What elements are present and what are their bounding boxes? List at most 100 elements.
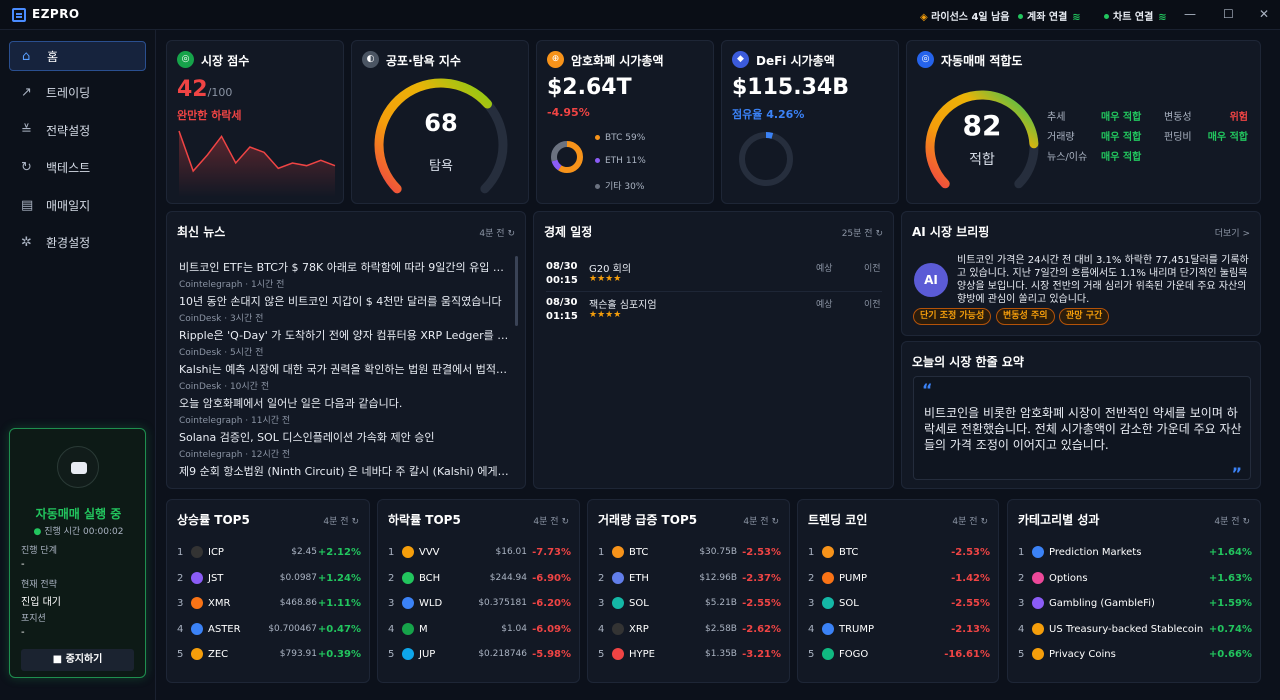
volatility-label: 변동성 (1164, 112, 1192, 123)
importance-stars: ★★★★ (589, 274, 622, 284)
news-card: 최신 뉴스 4분 전 ↻ 비트코인 ETF는 BTC가 $ 78K 아래로 하락… (166, 211, 526, 489)
rank-number: 2 (388, 572, 395, 584)
coin-icon (191, 597, 203, 609)
news-item[interactable]: 오늘 암호화폐에서 일어난 일은 다음과 같습니다. Cointelegraph … (179, 397, 403, 426)
market-score-value: 42/100 (177, 77, 233, 102)
stage-value: - (21, 559, 25, 570)
refresh-icon: ↻ (875, 229, 883, 239)
news-issue-label: 뉴스/이슈 (1047, 152, 1088, 163)
rank-number: 3 (598, 598, 605, 609)
coin-icon (402, 648, 414, 660)
coin-icon (1032, 622, 1044, 635)
news-item[interactable]: Solana 검증인, SOL 디스인플레이션 가속화 제안 승인 Cointel… (179, 431, 435, 460)
trending-updated[interactable]: 4분 전 ↻ (952, 517, 988, 527)
stop-button[interactable]: ■ 중지하기 (21, 649, 134, 671)
categories-updated[interactable]: 4분 전 ↻ (1214, 517, 1250, 527)
ranking-row[interactable]: 3 SOL -2.55% (808, 596, 990, 614)
fear-greed-card: ◐ 공포·탐욕 지수 68 탐욕 (351, 40, 529, 204)
coin-icon (822, 648, 834, 660)
ranking-row[interactable]: 1 BTC $30.75B -2.53% (598, 545, 781, 563)
ranking-row[interactable]: 2 ETH $12.96B -2.37% (598, 571, 781, 589)
ranking-row[interactable]: 2 JST $0.0987 +1.24% (177, 571, 361, 589)
ranking-row[interactable]: 5 HYPE $1.35B -3.21% (598, 647, 781, 665)
sidebar-item-strategy[interactable]: ≚ 전략설정 (9, 116, 146, 146)
ranking-row[interactable]: 2 PUMP -1.42% (808, 571, 990, 589)
ranking-row[interactable]: 1 VVV $16.01 -7.73% (388, 545, 571, 563)
ranking-row[interactable]: 3 Gambling (GambleFi) +1.59% (1018, 596, 1252, 614)
crypto-cap-change: -4.95% (547, 106, 590, 119)
change-percent: -2.55% (951, 598, 990, 609)
rank-number: 4 (808, 623, 815, 635)
coin-icon (612, 546, 624, 558)
ranking-row[interactable]: 3 XMR $468.86 +1.11% (177, 596, 361, 614)
importance-stars: ★★★★ (589, 310, 622, 320)
sidebar-item-backtest[interactable]: ↻ 백테스트 (9, 153, 146, 183)
elapsed-time: ● 진행 시간 00:00:02 (33, 527, 124, 537)
chart-line-icon: ↗ (21, 85, 32, 100)
ranking-row[interactable]: 4 XRP $2.58B -2.62% (598, 622, 781, 640)
ai-briefing-card: AI 시장 브리핑 더보기 > AI 비트코인 가격은 24시간 전 대비 3.… (901, 211, 1261, 336)
rank-number: 2 (1018, 572, 1025, 584)
ranking-row[interactable]: 3 WLD $0.375181 -6.20% (388, 596, 571, 614)
ranking-row[interactable]: 1 BTC -2.53% (808, 545, 990, 563)
ranking-row[interactable]: 5 ZEC $793.91 +0.39% (177, 647, 361, 665)
ranking-row[interactable]: 2 BCH $244.94 -6.90% (388, 571, 571, 589)
defi-cap-value: $115.34B (732, 75, 849, 100)
more-link[interactable]: 더보기 > (1214, 229, 1250, 239)
ranking-row[interactable]: 4 TRUMP -2.13% (808, 622, 990, 640)
coin-name: JUP (419, 649, 436, 660)
losers-updated[interactable]: 4분 전 ↻ (533, 517, 569, 527)
ranking-row[interactable]: 5 FOGO -16.61% (808, 647, 990, 665)
change-percent: +1.64% (1208, 547, 1252, 558)
change-percent: +1.24% (317, 572, 361, 584)
maximize-icon[interactable]: ☐ (1223, 7, 1234, 21)
ranking-row[interactable]: 3 SOL $5.21B -2.55% (598, 596, 781, 614)
change-percent: -2.37% (742, 572, 781, 584)
sidebar-item-journal[interactable]: ▤ 매매일지 (9, 191, 146, 221)
ranking-row[interactable]: 1 ICP $2.45 +2.12% (177, 545, 361, 563)
coin-name: PUMP (839, 572, 868, 584)
news-item[interactable]: Kalshi는 예측 시장에 대한 국가 권력을 확인하는 법원 판결에서 법적… (179, 363, 509, 392)
gainers-updated[interactable]: 4분 전 ↻ (323, 517, 359, 527)
news-item[interactable]: 제9 순회 항소법원 (Ninth Circuit) 은 네바다 주 칼시 (K… (179, 465, 509, 478)
trending-card: 트렌딩 코인 4분 전 ↻ 1 BTC -2.53% 2 PUMP -1.42% 3 SOL -… (797, 499, 999, 683)
summary-text: 비트코인을 비롯한 암호화폐 시장이 전반적인 약세를 보이며 하락세로 전환했… (924, 406, 1242, 452)
news-item[interactable]: 비트코인 ETF는 BTC가 $ 78K 아래로 하락함에 따라 9일간의 유입… (179, 261, 509, 290)
ranking-row[interactable]: 4 M $1.04 -6.09% (388, 622, 571, 640)
coin-icon (822, 571, 834, 584)
coin-icon (1032, 546, 1044, 558)
coin-name: HYPE (629, 649, 655, 660)
sparkline-line (178, 130, 336, 173)
ranking-row[interactable]: 4 ASTER $0.700467 +0.47% (177, 622, 361, 640)
card-title: 암호화폐 시가총액 (571, 54, 664, 68)
coin-name: ASTER (208, 623, 241, 635)
ranking-row[interactable]: 2 Options +1.63% (1018, 571, 1252, 589)
coin-icon (191, 571, 203, 584)
volume-updated[interactable]: 4분 전 ↻ (743, 517, 779, 527)
coin-name: M (419, 623, 428, 635)
news-scrollbar[interactable] (515, 256, 518, 326)
coin-icon (612, 597, 624, 609)
coin-name: ICP (208, 547, 224, 558)
events-updated[interactable]: 25분 전 ↻ (841, 229, 883, 239)
sidebar-item-trading[interactable]: ↗ 트레이딩 (9, 78, 146, 108)
ranking-row[interactable]: 5 Privacy Coins +0.66% (1018, 647, 1252, 665)
refresh-icon: ↻ (771, 517, 779, 527)
news-item[interactable]: 10년 동안 손대지 않은 비트코인 지갑이 $ 4천만 달러를 움직였습니다 C… (179, 295, 502, 324)
ranking-row[interactable]: 1 Prediction Markets +1.64% (1018, 545, 1252, 563)
news-item[interactable]: Ripple은 'Q-Day' 가 도착하기 전에 양자 컴퓨터용 XRP Le… (179, 329, 509, 358)
ranking-row[interactable]: 5 JUP $0.218746 -5.98% (388, 647, 571, 665)
wifi-icon: ≋ (1158, 12, 1167, 23)
sidebar-item-home[interactable]: ⌂ 홈 (9, 41, 146, 71)
change-percent: -5.98% (532, 649, 571, 660)
ranking-row[interactable]: 4 US Treasury-backed Stablecoin +0.74% (1018, 622, 1252, 640)
sidebar-item-settings[interactable]: ✲ 환경설정 (9, 228, 146, 258)
news-updated[interactable]: 4분 전 ↻ (479, 229, 515, 239)
minimize-icon[interactable]: — (1184, 7, 1196, 21)
change-percent: +0.74% (1208, 623, 1252, 635)
coin-price: $793.91 (279, 649, 317, 659)
target-icon: ◎ (917, 51, 934, 68)
close-icon[interactable]: ✕ (1259, 7, 1270, 21)
sliders-icon: ≚ (21, 123, 32, 138)
coin-price: $2.45 (291, 547, 317, 557)
